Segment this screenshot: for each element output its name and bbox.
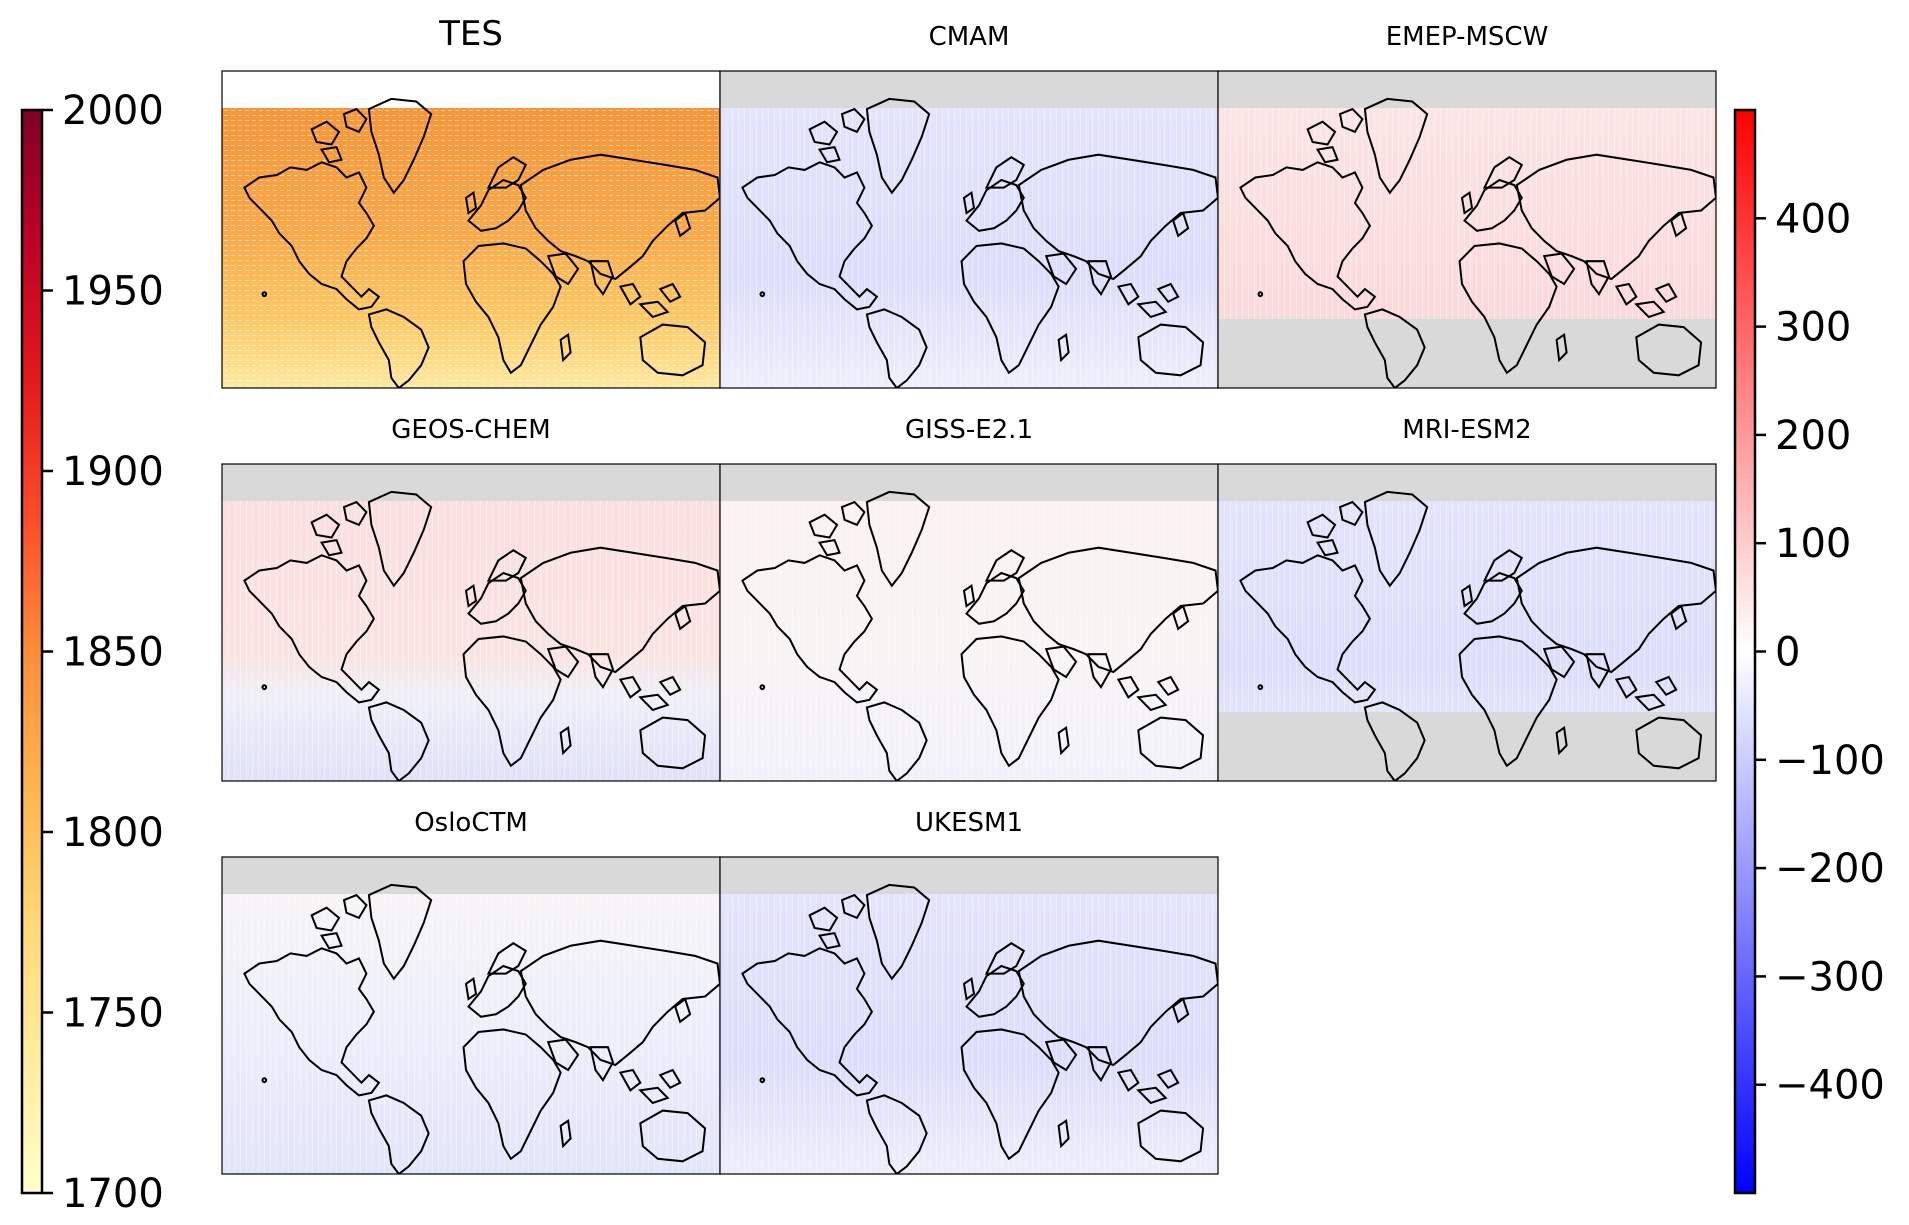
masked-region-north bbox=[720, 464, 1218, 501]
masked-region-north bbox=[720, 857, 1218, 894]
map-panel-ukesm1: UKESM1 bbox=[719, 808, 1219, 1175]
left-colorbar-gradient bbox=[20, 108, 44, 1195]
colorbar-tick: 2000 bbox=[42, 88, 164, 134]
colorbar-tick-label: 1900 bbox=[62, 449, 164, 495]
colorbar-tick-label: −400 bbox=[1775, 1063, 1885, 1109]
right-colorbar-gradient bbox=[1733, 108, 1757, 1195]
map-panel-giss-e2-1: GISS-E2.1 bbox=[719, 415, 1219, 782]
colorbar-tick: −400 bbox=[1755, 1063, 1885, 1109]
colorbar-tick-label: −300 bbox=[1775, 954, 1885, 1000]
colorbar-tick: 200 bbox=[1755, 413, 1851, 459]
left-colorbar-ticks: 2000 1950 1900 1850 1800 1750 1700 bbox=[42, 88, 164, 1217]
masked-region-north bbox=[720, 71, 1218, 108]
right-colorbar-ticks: 400 300 200 100 0 −100 −200 −300 −400 bbox=[1755, 196, 1885, 1109]
masked-region-north bbox=[222, 857, 720, 894]
right-colorbar: 400 300 200 100 0 −100 −200 −300 −400 bbox=[1733, 108, 1885, 1195]
colorbar-tick-label: 2000 bbox=[62, 88, 164, 134]
panel-frame bbox=[719, 856, 1219, 1175]
panel-frame bbox=[1217, 463, 1717, 782]
colorbar-tick: 1700 bbox=[42, 1171, 164, 1217]
colorbar-tick: −100 bbox=[1755, 738, 1885, 784]
colorbar-tick-label: 200 bbox=[1775, 413, 1851, 459]
map-panel-osloctm: OsloCTM bbox=[221, 808, 721, 1175]
colorbar-tick-label: 400 bbox=[1775, 196, 1851, 242]
colorbar-tick-label: −200 bbox=[1775, 846, 1885, 892]
masked-region-south bbox=[1218, 712, 1716, 781]
masked-region-north bbox=[1218, 464, 1716, 501]
colorbar-tick-label: 1800 bbox=[62, 810, 164, 856]
colorbar-tick: 1900 bbox=[42, 449, 164, 495]
colorbar-tick: 1800 bbox=[42, 810, 164, 856]
panel-title: CMAM bbox=[929, 22, 1010, 52]
colorbar-tick: 100 bbox=[1755, 521, 1851, 567]
panel-title: MRI-ESM2 bbox=[1402, 415, 1531, 445]
map-panel-tes: TES bbox=[221, 14, 721, 389]
colorbar-tick: 0 bbox=[1755, 630, 1800, 676]
panel-title: TES bbox=[438, 14, 503, 54]
masked-region-north bbox=[1218, 71, 1716, 108]
left-colorbar: 2000 1950 1900 1850 1800 1750 1700 bbox=[20, 88, 164, 1217]
masked-region-south bbox=[1218, 319, 1716, 388]
colorbar-tick: 1750 bbox=[42, 991, 164, 1037]
map-panels: TES CMAM EMEP-MSCW GEOS-CHEM GISS-E2.1 MRI-ES… bbox=[221, 14, 1717, 1175]
colorbar-tick: 1950 bbox=[42, 269, 164, 315]
panel-title: OsloCTM bbox=[414, 808, 528, 838]
colorbar-tick-label: −100 bbox=[1775, 738, 1885, 784]
colorbar-tick-label: 100 bbox=[1775, 521, 1851, 567]
colorbar-tick: 1850 bbox=[42, 630, 164, 676]
colorbar-tick: −300 bbox=[1755, 954, 1885, 1000]
masked-region-north bbox=[222, 464, 720, 501]
colorbar-tick-label: 1850 bbox=[62, 630, 164, 676]
panel-title: EMEP-MSCW bbox=[1386, 22, 1549, 52]
map-panel-geos-chem: GEOS-CHEM bbox=[221, 415, 721, 782]
colorbar-tick-label: 1750 bbox=[62, 991, 164, 1037]
colorbar-tick-label: 0 bbox=[1775, 630, 1800, 676]
panel-frame bbox=[1217, 70, 1717, 389]
map-panel-mri-esm2: MRI-ESM2 bbox=[1217, 415, 1717, 782]
colorbar-tick: −200 bbox=[1755, 846, 1885, 892]
map-panel-cmam: CMAM bbox=[719, 22, 1219, 389]
colorbar-tick: 300 bbox=[1755, 305, 1851, 351]
colorbar-tick-label: 1950 bbox=[62, 269, 164, 315]
panel-title: GEOS-CHEM bbox=[391, 415, 551, 445]
colorbar-tick-label: 300 bbox=[1775, 305, 1851, 351]
map-panel-emep-mscw: EMEP-MSCW bbox=[1217, 22, 1717, 389]
colorbar-tick: 400 bbox=[1755, 196, 1851, 242]
panel-title: UKESM1 bbox=[915, 808, 1023, 838]
panel-title: GISS-E2.1 bbox=[905, 415, 1033, 445]
colorbar-tick-label: 1700 bbox=[62, 1171, 164, 1217]
